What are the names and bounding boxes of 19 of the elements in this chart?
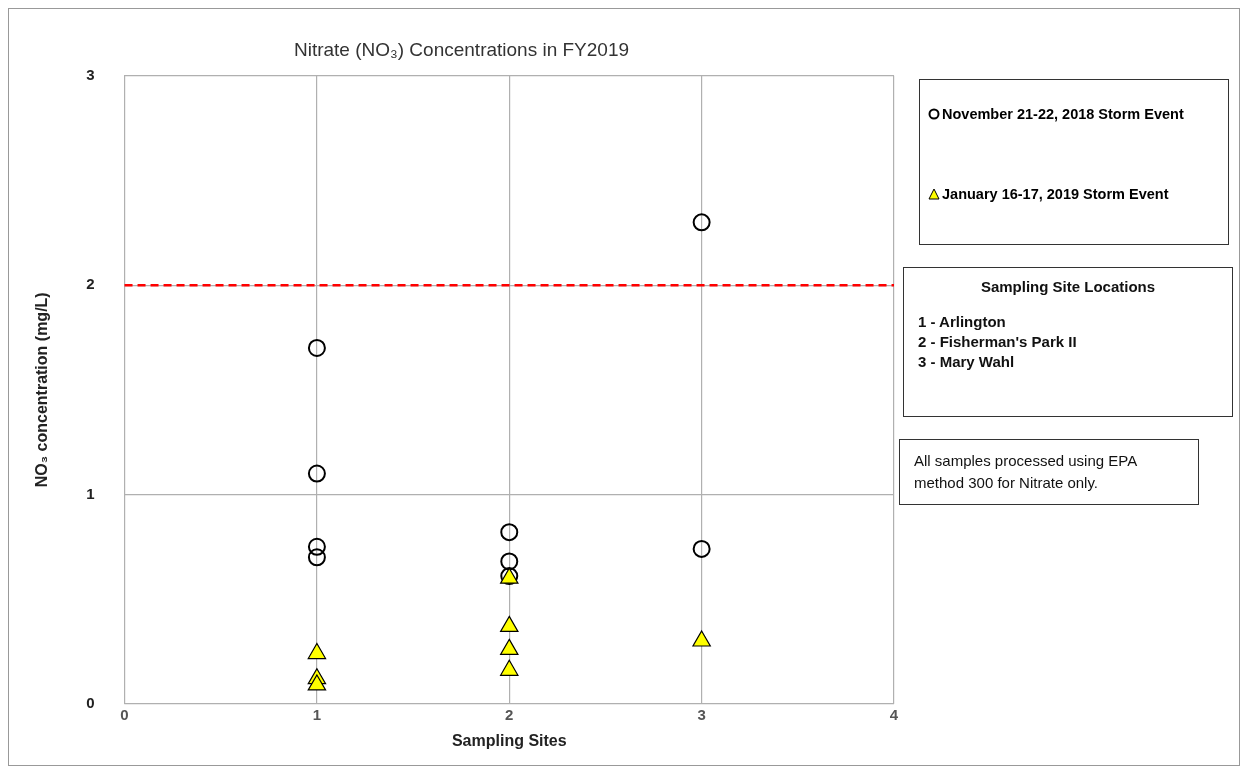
x-tick-label: 0 bbox=[120, 705, 129, 723]
x-tick-label: 2 bbox=[505, 705, 514, 723]
y-axis-title: NO₃ concentration (mg/L) bbox=[33, 292, 51, 488]
legend-label: January 16-17, 2019 Storm Event bbox=[942, 186, 1169, 202]
text: 1 - Arlington bbox=[918, 313, 1007, 330]
chart-title: Nitrate (NO₃) Concentrations in FY2019 bbox=[293, 38, 630, 60]
x-tick-label: 3 bbox=[697, 705, 706, 723]
x-tick-label: 1 bbox=[312, 705, 322, 723]
text: 2 - Fisherman's Park II bbox=[918, 333, 1078, 350]
y-tick-label: 3 bbox=[86, 65, 95, 83]
legend-label: November 21-22, 2018 Storm Event bbox=[942, 106, 1184, 122]
text: 3 - Mary Wahl bbox=[918, 353, 1016, 370]
y-tick-label: 1 bbox=[86, 484, 95, 502]
text: Sampling Site Locations bbox=[979, 278, 1157, 295]
y-tick-label: 0 bbox=[86, 693, 95, 711]
x-axis-title: Sampling Sites bbox=[451, 731, 567, 749]
y-tick-label: 2 bbox=[86, 275, 95, 293]
text: All samples processed using EPA method 300 for Nitrate only. bbox=[899, 439, 1199, 505]
x-tick-label: 4 bbox=[889, 705, 899, 723]
